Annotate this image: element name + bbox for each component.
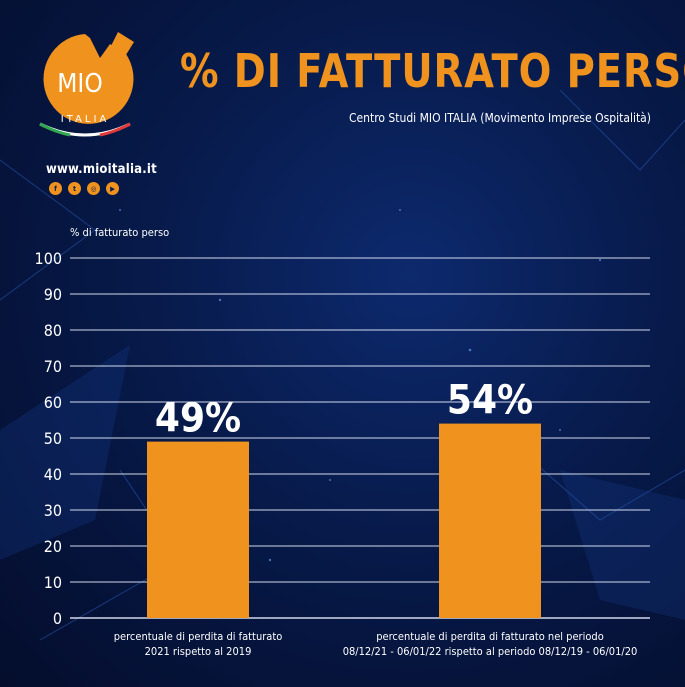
- social-icons: f t ◎ ▶: [49, 182, 119, 195]
- bar: [439, 423, 541, 618]
- x-category-label: 2021 rispetto al 2019: [145, 645, 252, 658]
- logo-subtext: ITALIA: [61, 114, 109, 125]
- page-title: % DI FATTURATO PERSO: [180, 44, 685, 98]
- website-url[interactable]: www.mioitalia.it: [46, 162, 157, 177]
- y-tick-label: 20: [44, 537, 62, 556]
- page-subtitle: Centro Studi MIO ITALIA (Movimento Impre…: [348, 111, 651, 125]
- y-tick-label: 10: [44, 573, 62, 592]
- bar: [147, 441, 249, 618]
- youtube-icon[interactable]: ▶: [106, 182, 119, 195]
- y-tick-label: 80: [44, 321, 62, 340]
- instagram-icon[interactable]: ◎: [87, 182, 100, 195]
- y-tick-label: 100: [35, 249, 62, 268]
- brand-logo: MIO ITALIA: [39, 32, 134, 137]
- x-category-label: percentuale di perdita di fatturato nel …: [376, 630, 604, 643]
- y-tick-label: 70: [44, 357, 62, 376]
- y-tick-label: 30: [44, 501, 62, 520]
- x-category-label: percentuale di perdita di fatturato: [114, 630, 283, 643]
- x-category-label: 08/12/21 - 06/01/22 rispetto al periodo …: [343, 645, 638, 658]
- y-tick-label: 60: [44, 393, 62, 412]
- y-tick-label: 90: [44, 285, 62, 304]
- bar-value-label: 54%: [447, 378, 533, 424]
- logo-text: MIO: [57, 69, 103, 99]
- facebook-icon[interactable]: f: [49, 182, 62, 195]
- bar-value-label: 49%: [155, 396, 241, 442]
- y-tick-label: 40: [44, 465, 62, 484]
- twitter-icon[interactable]: t: [68, 182, 81, 195]
- y-axis-label: % di fatturato perso: [70, 226, 169, 239]
- y-tick-label: 0: [53, 609, 62, 628]
- y-tick-label: 50: [44, 429, 62, 448]
